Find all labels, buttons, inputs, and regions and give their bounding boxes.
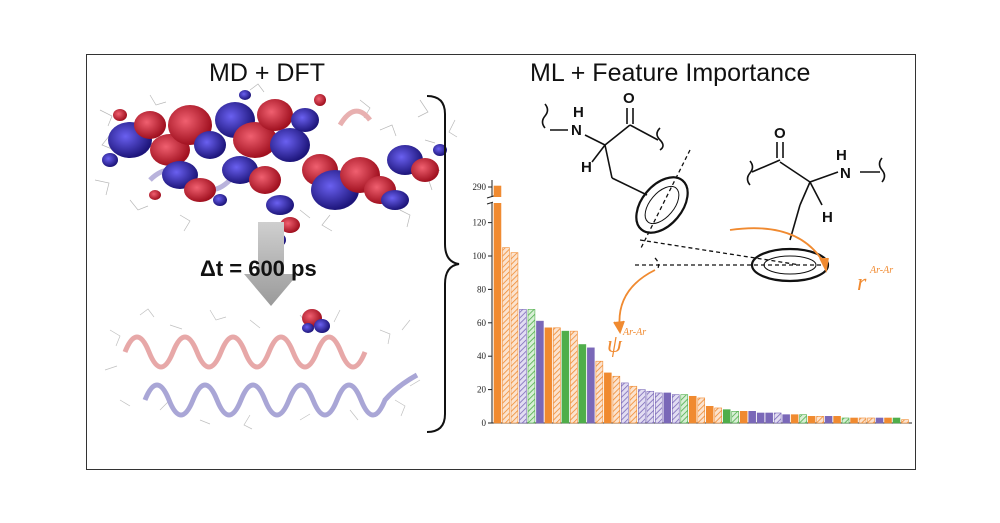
bar [884, 417, 892, 424]
helix-ribbon-red [122, 334, 368, 370]
electron-density-orbitals [102, 90, 447, 247]
bar [536, 320, 544, 424]
bar [731, 411, 739, 424]
bar [493, 185, 502, 424]
bar [799, 414, 807, 424]
bar [519, 309, 527, 424]
atom-h-right-n: H [836, 147, 847, 164]
bar [561, 330, 570, 424]
feature-importance-chart: 0 20 40 60 80 100 120 290 [473, 180, 912, 428]
atom-n-left: N [571, 122, 582, 139]
bar [850, 417, 858, 424]
bar [782, 414, 790, 424]
atom-o-left: O [623, 90, 635, 107]
psi-superscript: Ar-Ar [622, 327, 646, 338]
bar [790, 414, 799, 424]
bar [671, 394, 680, 424]
bar [612, 375, 621, 424]
bar [722, 409, 731, 424]
bar [756, 412, 765, 424]
bar [510, 252, 519, 424]
bar [773, 412, 782, 424]
bar [629, 385, 638, 424]
md-dft-title: MD + DFT [209, 59, 325, 87]
bar [875, 417, 884, 424]
bar [833, 416, 841, 424]
phenyl-ring-left [635, 176, 689, 234]
atom-h-right: H [822, 209, 833, 226]
bar [858, 417, 867, 424]
angle-arrow [613, 227, 829, 335]
atom-h-left: H [581, 159, 592, 176]
y-tick-label: 0 [482, 418, 487, 428]
bar [604, 372, 612, 424]
residue-left-bonds [541, 103, 664, 196]
atom-n-right: N [840, 165, 851, 182]
y-tick-label: 120 [473, 218, 487, 228]
y-tick-label: 20 [477, 385, 487, 395]
bar [867, 417, 875, 424]
bar [655, 392, 663, 424]
bar [705, 405, 714, 424]
bar [663, 392, 672, 424]
bar [697, 397, 706, 424]
bar [816, 416, 824, 424]
time-step-label: Δt = 600 ps [200, 256, 317, 281]
bar [646, 390, 655, 424]
bar [527, 309, 536, 424]
r-superscript: Ar-Ar [869, 265, 893, 276]
bar [841, 417, 850, 424]
residue-right-bonds [746, 142, 886, 241]
bar [714, 407, 722, 424]
figure-frame [86, 54, 916, 470]
bar [680, 394, 689, 424]
y-tick-label: 40 [477, 351, 487, 361]
bar [638, 389, 646, 424]
angle-guide-lines [635, 149, 828, 271]
bar [570, 330, 578, 424]
bar [544, 327, 553, 424]
bar [587, 347, 595, 424]
r-symbol: r [857, 270, 867, 296]
psi-symbol: ψ [607, 332, 623, 358]
bar [807, 416, 816, 424]
bar [901, 419, 909, 424]
y-tick-label: 290 [473, 182, 487, 192]
bar [748, 411, 756, 424]
bar [892, 417, 901, 424]
bar [739, 411, 748, 424]
atom-h-left-n: H [573, 104, 584, 121]
bar [765, 412, 773, 424]
ml-feature-importance-title: ML + Feature Importance [530, 59, 811, 87]
helix-ribbon-blue [142, 372, 419, 418]
y-tick-label: 60 [477, 318, 487, 328]
localized-orbital [302, 309, 330, 333]
axis-break-gap [487, 197, 497, 203]
bar [502, 247, 510, 424]
bar [688, 395, 697, 424]
atom-o-right: O [774, 125, 786, 142]
bar-break-gap [493, 197, 502, 203]
bar [578, 344, 587, 424]
y-tick-label: 100 [473, 251, 487, 261]
curly-brace [426, 95, 460, 433]
y-tick-label: 80 [477, 284, 487, 294]
phenyl-ring-left-inner [644, 185, 680, 225]
bar [824, 416, 833, 424]
time-evolution-arrow [244, 222, 298, 306]
bar [595, 360, 604, 424]
protein-wireframe-bottom [104, 308, 421, 430]
bar [553, 327, 561, 424]
bar [621, 382, 629, 424]
